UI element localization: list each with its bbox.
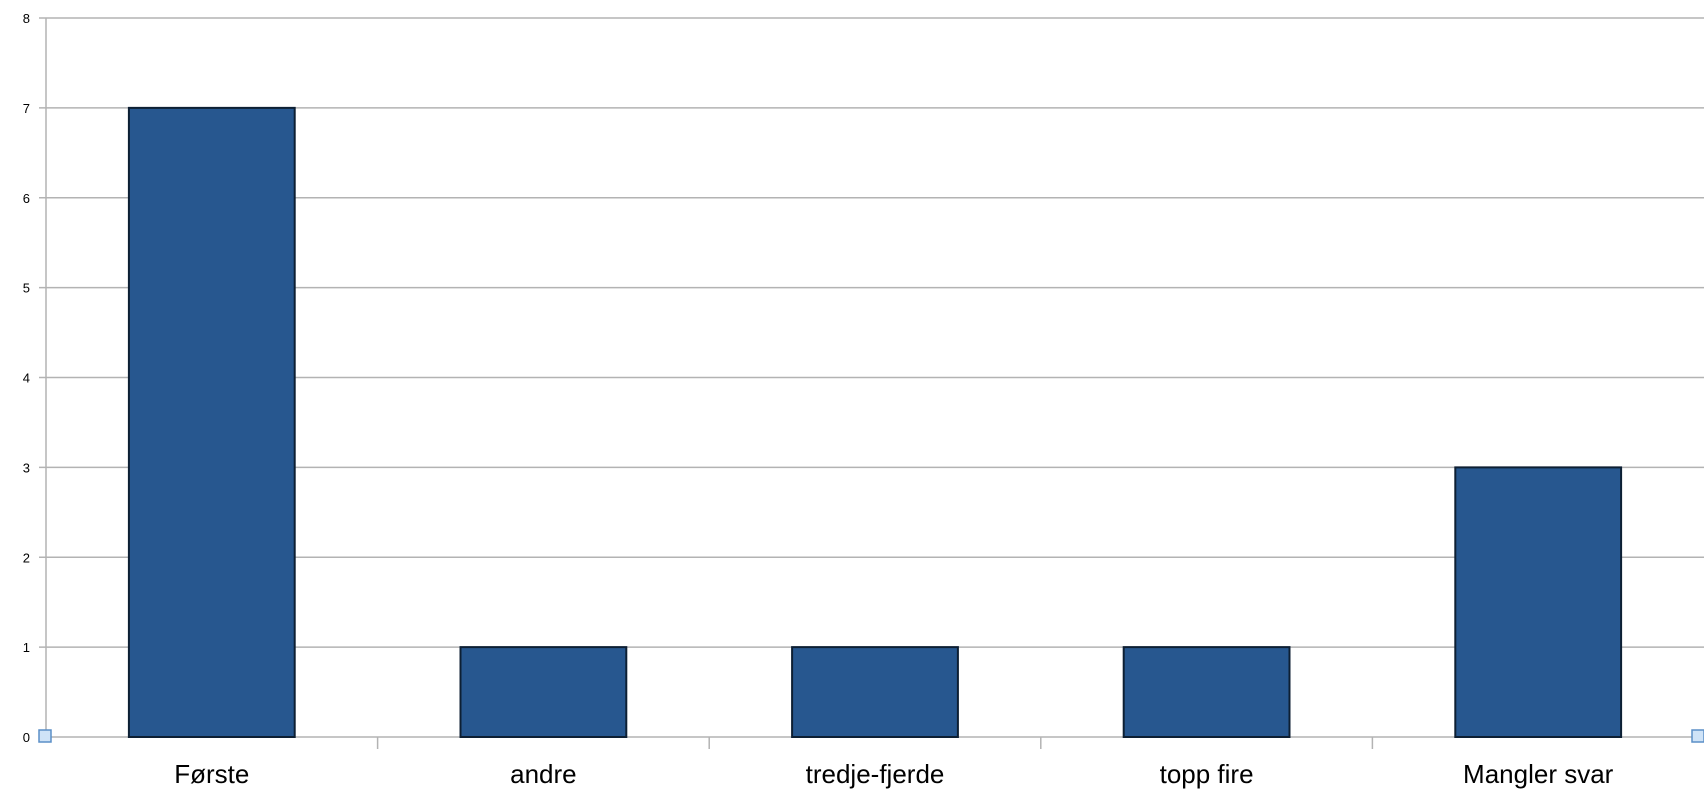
x-tick-label: Første (174, 759, 249, 789)
y-tick-label: 6 (23, 191, 30, 206)
bar-0 (127, 106, 296, 738)
y-tick-label: 3 (23, 460, 30, 475)
bar-4 (1454, 466, 1623, 738)
handle-right (1691, 729, 1704, 743)
x-tick-label: tredje-fjerde (806, 759, 945, 789)
x-tick-label: Mangler svar (1463, 759, 1614, 789)
handle-left (38, 729, 52, 743)
y-tick-label: 4 (23, 371, 30, 386)
y-axis-tick-labels: 0 1 2 3 4 5 6 7 8 (23, 11, 30, 745)
bar-1 (459, 646, 628, 738)
y-tick-label: 5 (23, 281, 30, 296)
y-tick-label: 2 (23, 550, 30, 565)
x-tick-label: topp fire (1160, 759, 1254, 789)
bar-3 (1122, 646, 1291, 738)
selection-handles (38, 729, 1704, 743)
y-tick-label: 8 (23, 11, 30, 26)
x-tick-label: andre (510, 759, 577, 789)
y-tick-label: 7 (23, 101, 30, 116)
x-axis-tick-labels: Første andre tredje-fjerde topp fire Mangler… (174, 759, 1613, 789)
bar-2 (791, 646, 959, 738)
y-tick-label: 0 (23, 730, 30, 745)
bars (127, 106, 1623, 738)
y-tick-label: 1 (23, 640, 30, 655)
grid-lines (46, 17, 1704, 648)
